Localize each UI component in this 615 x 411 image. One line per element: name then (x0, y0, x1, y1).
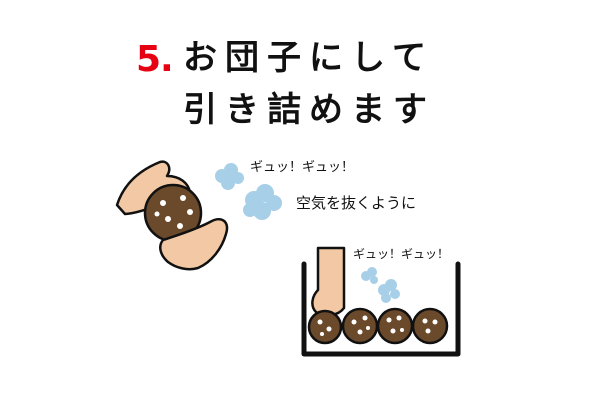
lower-hand (159, 217, 229, 271)
instruction-note: 空気を抜くように (296, 194, 417, 212)
dough-ball-4 (411, 307, 449, 345)
sound-effect-top: ギュッ！ギュッ！ (250, 160, 355, 175)
dough-ball-1 (307, 309, 343, 345)
air-puff-large (243, 184, 282, 220)
air-puff-bottom-1 (361, 267, 378, 284)
title-line-1: お団子にして (183, 38, 434, 78)
dough-ball-3 (376, 307, 414, 345)
sound-effect-bottom: ギュッ！ギュッ！ (353, 247, 450, 261)
pressing-hand (311, 246, 346, 317)
step-number: 5. (136, 39, 174, 80)
air-puff-small (215, 163, 244, 190)
air-puff-bottom-2 (378, 279, 400, 303)
dough-ball-2 (341, 307, 379, 345)
title-line-2: 引き詰めます (183, 90, 435, 130)
container (301, 261, 461, 357)
